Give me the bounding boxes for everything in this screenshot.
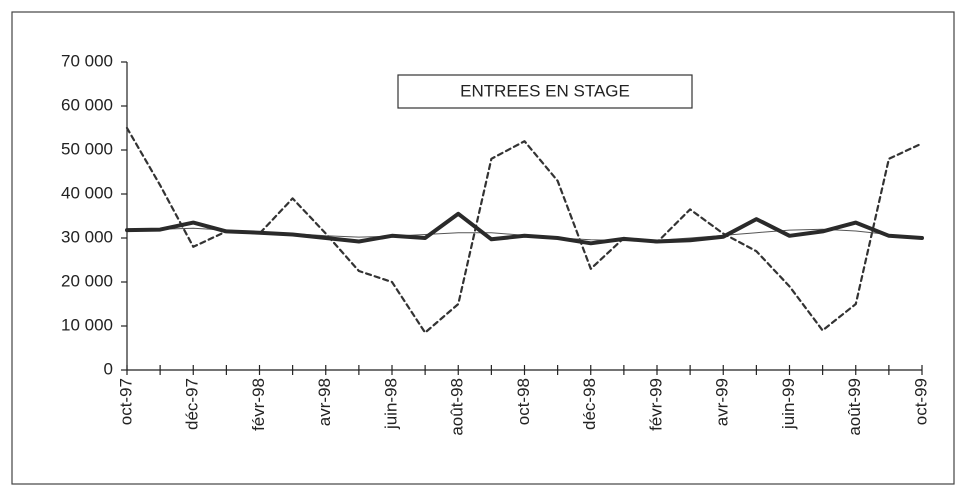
y-tick-label: 30 000 bbox=[61, 227, 113, 246]
x-tick-label: déc-97 bbox=[183, 378, 202, 430]
x-tick-label: févr-99 bbox=[646, 378, 665, 431]
chart-frame bbox=[11, 11, 955, 485]
x-tick-label: juin-98 bbox=[381, 378, 400, 430]
series-line bbox=[125, 126, 924, 334]
y-tick-label: 70 000 bbox=[61, 51, 113, 70]
title-box bbox=[397, 74, 693, 109]
x-tick-label: avr-98 bbox=[315, 378, 334, 426]
x-tick-label: août-99 bbox=[845, 378, 864, 436]
y-tick-label: 20 000 bbox=[61, 271, 113, 290]
x-tick-label: juin-99 bbox=[779, 378, 798, 430]
x-tick-label: août-98 bbox=[448, 378, 467, 436]
y-tick-label: 10 000 bbox=[61, 315, 113, 334]
y-tick-label: 40 000 bbox=[61, 183, 113, 202]
y-tick-label: 0 bbox=[104, 359, 113, 378]
y-tick-label: 50 000 bbox=[61, 139, 113, 158]
x-tick-label: oct-99 bbox=[911, 378, 930, 425]
x-tick-label: oct-98 bbox=[514, 378, 533, 425]
x-tick-label: oct-97 bbox=[116, 378, 135, 425]
x-tick-label: déc-98 bbox=[580, 378, 599, 430]
x-tick-label: avr-99 bbox=[713, 378, 732, 426]
chart-title: ENTREES EN STAGE bbox=[460, 81, 630, 100]
series-line bbox=[125, 211, 924, 246]
x-tick-label: févr-98 bbox=[249, 378, 268, 431]
y-tick-label: 60 000 bbox=[61, 95, 113, 114]
